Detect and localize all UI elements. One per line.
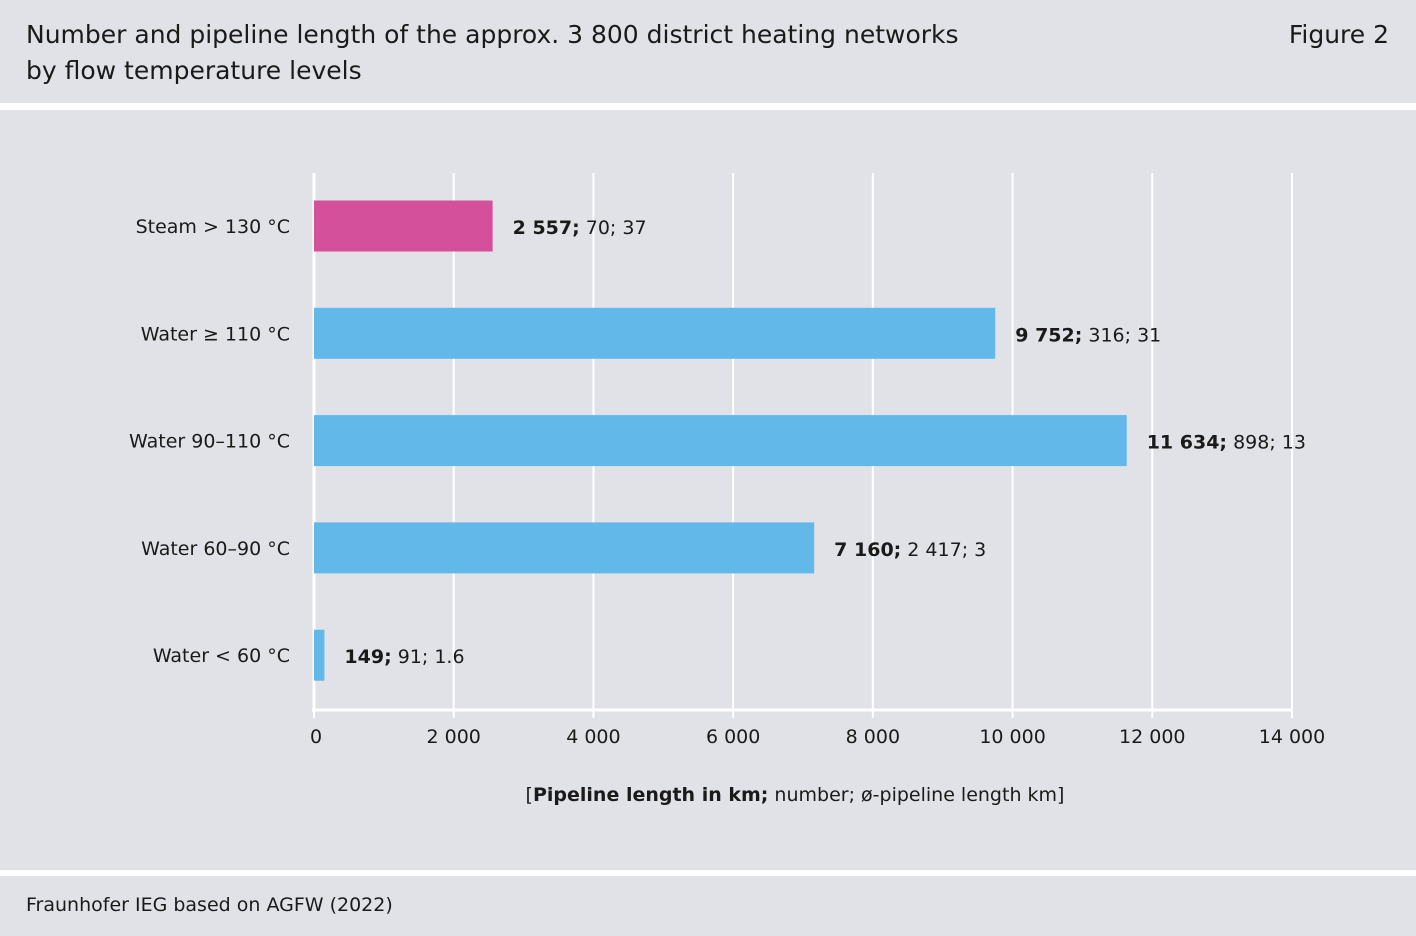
data-label: 149; 91; 1.6 bbox=[344, 646, 464, 668]
x-axis-title: [Pipeline length in km; number; ø-pipeli… bbox=[526, 784, 1065, 806]
x-tick-label: 14 000 bbox=[1259, 726, 1325, 748]
x-tick-label: 12 000 bbox=[1119, 726, 1185, 748]
data-label: 2 557; 70; 37 bbox=[513, 217, 647, 239]
bar-chart: 0 2 000 4 000 6 000 8 000 10 000 12 000 14 000 S… bbox=[129, 173, 1325, 806]
bar bbox=[314, 200, 493, 252]
category-label: Water 60–90 °C bbox=[141, 538, 290, 560]
figure-label: Figure 2 bbox=[1288, 20, 1389, 49]
category-label: Water < 60 °C bbox=[153, 645, 290, 667]
footer: Fraunhofer IEG based on AGFW (2022) bbox=[0, 876, 1416, 936]
x-tick-label: 6 000 bbox=[706, 726, 760, 748]
bar bbox=[314, 415, 1127, 467]
chart-panel: 0 2 000 4 000 6 000 8 000 10 000 12 000 14 000 S… bbox=[0, 110, 1416, 870]
data-label: 9 752; 316; 31 bbox=[1015, 324, 1161, 346]
data-label: 7 160; 2 417; 3 bbox=[834, 539, 986, 561]
category-label: Water ≥ 110 °C bbox=[141, 323, 290, 345]
data-label: 11 634; 898; 13 bbox=[1147, 432, 1306, 454]
x-tick-label: 2 000 bbox=[427, 726, 481, 748]
bar bbox=[314, 522, 815, 574]
category-label: Steam > 130 °C bbox=[136, 216, 290, 238]
x-tick-label: 0 bbox=[310, 726, 322, 748]
x-tick-label: 4 000 bbox=[566, 726, 620, 748]
header: Number and pipeline length of the approx… bbox=[0, 0, 1416, 103]
chart-title: Number and pipeline length of the approx… bbox=[26, 20, 959, 85]
source-note: Fraunhofer IEG based on AGFW (2022) bbox=[26, 894, 393, 916]
category-label: Water 90–110 °C bbox=[129, 431, 290, 453]
x-tick-label: 10 000 bbox=[979, 726, 1045, 748]
x-tick-label: 8 000 bbox=[846, 726, 900, 748]
bar bbox=[314, 629, 325, 681]
bar bbox=[314, 307, 996, 359]
